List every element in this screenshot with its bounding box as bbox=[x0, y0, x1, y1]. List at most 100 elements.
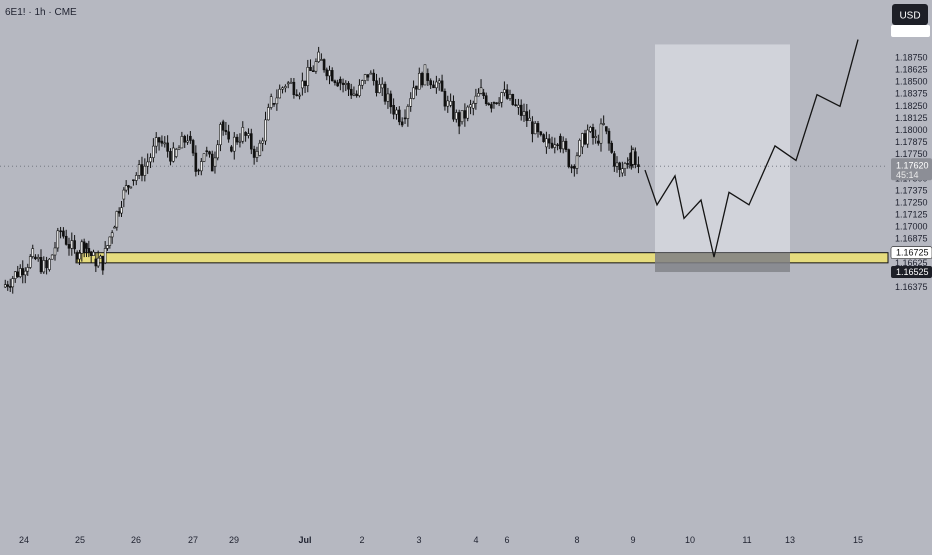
candle-body bbox=[264, 119, 267, 142]
candle-body bbox=[435, 81, 438, 89]
candle-body bbox=[306, 67, 310, 87]
candle-body bbox=[325, 69, 329, 77]
candle-body bbox=[92, 251, 95, 256]
candle-body bbox=[78, 253, 81, 260]
candle-body bbox=[53, 247, 57, 256]
candle-body bbox=[129, 186, 133, 189]
candle-body bbox=[194, 152, 198, 172]
candle-body bbox=[82, 241, 86, 253]
candle-body bbox=[166, 142, 169, 152]
price-tick-label: 1.16375 bbox=[895, 282, 928, 292]
candle-body bbox=[106, 245, 109, 249]
candle-body bbox=[301, 80, 304, 89]
price-tick-label: 1.18375 bbox=[895, 89, 928, 99]
candle-body bbox=[120, 207, 123, 214]
last-price-countdown: 45:14 bbox=[896, 170, 919, 180]
candle-body bbox=[197, 169, 200, 172]
candle-body bbox=[31, 248, 35, 257]
candle-body bbox=[160, 140, 164, 144]
candle-body bbox=[122, 189, 126, 200]
candle-body bbox=[258, 142, 262, 156]
projection-low-tag bbox=[891, 266, 932, 279]
candle-body bbox=[594, 136, 597, 138]
price-tick-label: 1.17375 bbox=[895, 185, 928, 195]
candle-body bbox=[295, 94, 299, 96]
candle-body bbox=[117, 211, 121, 214]
candle-body bbox=[50, 254, 54, 260]
candle-body bbox=[186, 140, 189, 143]
candle-body bbox=[298, 94, 301, 97]
candle-body bbox=[482, 92, 485, 97]
candle-body bbox=[101, 255, 105, 271]
candle-body bbox=[163, 142, 167, 145]
candle-body bbox=[420, 72, 424, 86]
candle-body bbox=[626, 163, 629, 165]
candle-body bbox=[522, 111, 526, 116]
candle-body bbox=[403, 117, 407, 120]
zone-top-value: 1.16725 bbox=[896, 248, 929, 258]
candle-body bbox=[172, 147, 175, 162]
candle-body bbox=[586, 129, 589, 145]
candle-body bbox=[591, 127, 595, 138]
candle-body bbox=[429, 80, 432, 86]
candle-body bbox=[281, 87, 284, 90]
candle-body bbox=[292, 81, 296, 95]
candle-body bbox=[610, 142, 613, 153]
candle-body bbox=[255, 151, 259, 158]
candle-body bbox=[174, 149, 178, 157]
zone-top-tag bbox=[890, 246, 932, 259]
projection-low-value: 1.16525 bbox=[896, 267, 929, 277]
candle-body bbox=[553, 144, 557, 148]
price-tick-label: 1.17250 bbox=[895, 197, 928, 207]
candle-body bbox=[191, 140, 195, 154]
candle-body bbox=[423, 64, 427, 86]
candle-body bbox=[11, 278, 15, 288]
candle-body bbox=[395, 109, 398, 115]
candle-body bbox=[449, 100, 452, 106]
time-tick-label: Jul bbox=[298, 535, 311, 545]
plot-layer bbox=[0, 39, 889, 294]
candle-body bbox=[70, 240, 74, 249]
price-tick-label: 1.18250 bbox=[895, 101, 928, 111]
candle-body bbox=[380, 83, 384, 89]
candle-body bbox=[275, 97, 279, 105]
candle-body bbox=[154, 137, 158, 147]
candle-body bbox=[205, 150, 209, 153]
candle-body bbox=[189, 135, 192, 141]
candle-body bbox=[232, 136, 236, 152]
candle-body bbox=[213, 157, 217, 167]
candle-body bbox=[355, 93, 358, 97]
candle-body bbox=[531, 121, 534, 135]
candle-body bbox=[177, 147, 181, 150]
candle-body bbox=[28, 256, 32, 268]
candle-body bbox=[48, 258, 51, 270]
candle-body bbox=[556, 144, 559, 147]
candle-body bbox=[247, 133, 250, 136]
candle-body bbox=[536, 123, 540, 133]
currency-button[interactable] bbox=[892, 4, 928, 25]
candle-body bbox=[62, 230, 65, 237]
candle-body bbox=[525, 111, 529, 121]
candle-body bbox=[621, 168, 624, 174]
candle-body bbox=[157, 137, 161, 143]
price-tick-label: 1.18750 bbox=[895, 53, 928, 63]
candle-body bbox=[409, 98, 413, 107]
candle-body bbox=[115, 211, 119, 228]
candle-body bbox=[124, 185, 128, 191]
candle-body bbox=[344, 82, 348, 85]
candle-body bbox=[575, 155, 579, 169]
price-tick-label: 1.17000 bbox=[895, 222, 928, 232]
candle-body bbox=[519, 104, 523, 116]
candle-body bbox=[474, 95, 478, 104]
candle-body bbox=[347, 82, 350, 90]
candle-body bbox=[42, 260, 46, 273]
candle-body bbox=[108, 236, 112, 246]
price-tick-label: 1.17125 bbox=[895, 210, 928, 220]
time-tick-label: 9 bbox=[630, 535, 635, 545]
candle-body bbox=[85, 243, 88, 249]
candle-body bbox=[564, 140, 568, 150]
candle-body bbox=[605, 126, 608, 132]
candle-body bbox=[559, 135, 562, 150]
